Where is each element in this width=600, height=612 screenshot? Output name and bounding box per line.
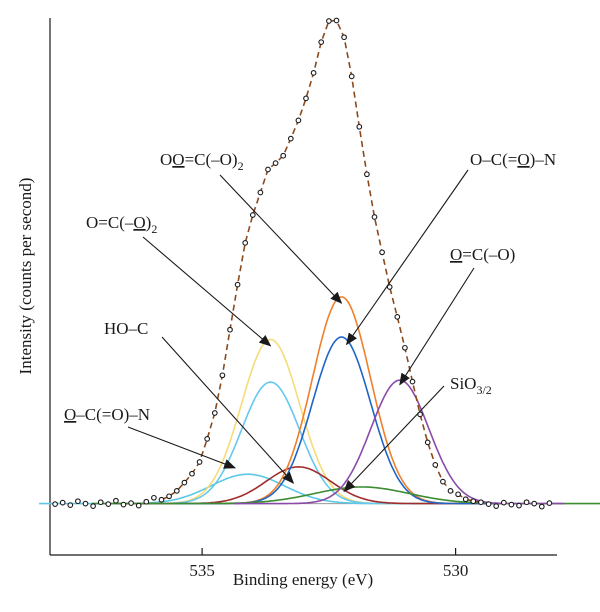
data-point xyxy=(333,17,340,24)
data-point xyxy=(348,73,355,80)
data-point xyxy=(59,499,66,506)
data-point xyxy=(204,436,211,442)
x-tick-label-530: 530 xyxy=(443,561,469,580)
data-point xyxy=(173,488,180,494)
data-point xyxy=(409,378,416,385)
data-point xyxy=(364,171,370,178)
data-point xyxy=(280,152,287,159)
data-point xyxy=(326,18,332,24)
data-point xyxy=(318,39,325,45)
data-point xyxy=(234,281,241,288)
data-point xyxy=(478,499,484,506)
data-point xyxy=(440,478,446,485)
annotation-label-5: SiO3/2 xyxy=(450,374,492,397)
data-point xyxy=(67,502,74,508)
data-point xyxy=(508,501,515,508)
data-point xyxy=(493,503,500,509)
data-point xyxy=(470,498,477,505)
data-point xyxy=(371,214,378,220)
data-point xyxy=(227,326,233,333)
annotation-arrow-5 xyxy=(343,385,445,493)
data-point xyxy=(432,462,439,468)
data-point xyxy=(447,488,454,494)
data-point xyxy=(135,502,142,509)
annotation-arrow-4 xyxy=(161,336,295,484)
data-point xyxy=(143,498,150,505)
peak-annotations: OO=C(–O)2 O–C(=O)–N O=C(–O)2 O=C(–O) HO–C SiO… xyxy=(64,150,556,493)
data-point xyxy=(249,212,256,218)
x-ticks: 535 530 xyxy=(189,548,468,580)
component-o-c-o-n xyxy=(39,473,456,505)
data-point xyxy=(265,166,271,173)
data-point xyxy=(386,284,393,290)
envelope-curve xyxy=(161,19,482,503)
data-point xyxy=(113,497,119,504)
data-point xyxy=(485,501,492,507)
component-o-c-o-2-carbonyl xyxy=(175,296,506,505)
data-point xyxy=(424,439,431,446)
data-point xyxy=(538,503,545,510)
data-point xyxy=(82,500,89,507)
data-point xyxy=(257,189,264,196)
annotation-label-2: O=C(–O)2 xyxy=(86,213,157,236)
x-tick-label-535: 535 xyxy=(189,561,215,580)
data-point xyxy=(303,95,309,102)
data-point xyxy=(189,470,195,477)
data-point xyxy=(242,240,249,246)
data-point xyxy=(341,34,347,41)
data-point xyxy=(462,496,469,503)
data-point xyxy=(295,117,302,124)
data-point xyxy=(97,499,104,506)
component-o-c-o-2-sky xyxy=(104,381,435,505)
data-point xyxy=(402,344,408,351)
data-point xyxy=(105,501,112,507)
data-point xyxy=(181,479,188,486)
data-point xyxy=(75,498,81,505)
data-point xyxy=(196,459,203,465)
annotation-label-3: O=C(–O) xyxy=(450,245,515,264)
data-point xyxy=(394,314,401,320)
annotation-label-6: O–C(=O)–N xyxy=(64,405,150,424)
annotation-arrow-0 xyxy=(219,174,343,304)
annotation-label-1: O–C(=O)–N xyxy=(470,150,556,169)
data-points xyxy=(52,17,553,510)
data-point xyxy=(356,123,363,130)
data-point xyxy=(272,160,279,166)
data-point xyxy=(128,500,134,506)
data-point xyxy=(166,493,172,500)
data-point xyxy=(90,503,96,509)
annotation-label-0: OO=C(–O)2 xyxy=(160,150,244,173)
y-axis-label: Intensity (counts per second) xyxy=(16,178,35,375)
data-point xyxy=(120,501,127,508)
annotation-label-4: HO–C xyxy=(104,319,148,338)
data-point xyxy=(52,501,58,507)
data-point xyxy=(546,500,553,506)
data-point xyxy=(379,249,385,256)
data-point xyxy=(531,500,538,507)
annotation-arrow-1 xyxy=(346,169,469,346)
annotation-arrow-3 xyxy=(399,267,475,386)
annotation-arrow-2 xyxy=(142,236,272,347)
data-point xyxy=(158,496,165,503)
annotation-arrow-6 xyxy=(127,426,237,469)
data-point xyxy=(219,372,226,379)
data-point xyxy=(151,494,157,501)
fit-envelope xyxy=(161,19,482,503)
data-point xyxy=(523,499,530,506)
x-axis-label: Binding energy (eV) xyxy=(233,570,373,589)
data-point xyxy=(310,70,317,76)
data-point xyxy=(287,135,294,142)
data-point xyxy=(500,499,507,506)
data-point xyxy=(516,502,522,509)
data-point xyxy=(455,491,461,498)
data-point xyxy=(211,410,218,416)
